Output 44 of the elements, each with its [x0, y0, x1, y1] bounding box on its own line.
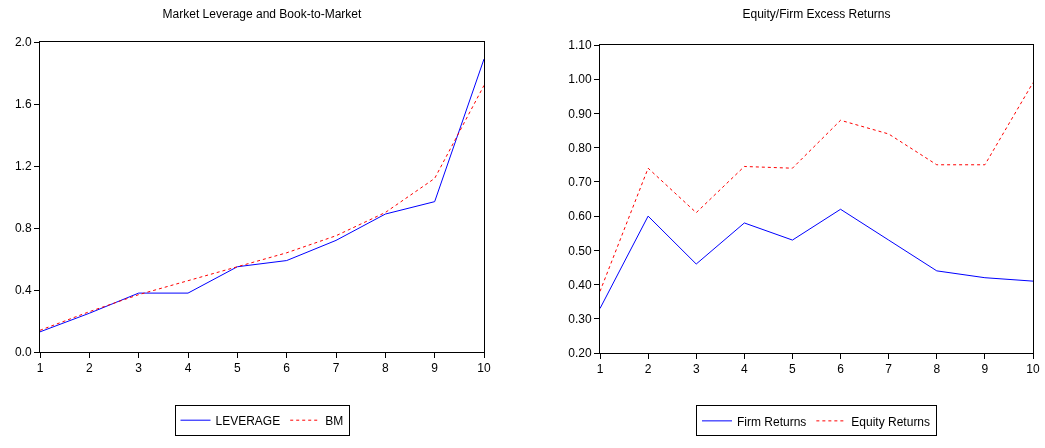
x-tick-label: 4 [184, 361, 192, 376]
x-tick-label: 1 [596, 362, 604, 377]
x-tick-label: 5 [233, 361, 241, 376]
y-tick-label: 0.40 [568, 277, 592, 292]
x-tick-label: 5 [789, 362, 797, 377]
x-tick-label: 6 [837, 362, 845, 377]
y-tick-label: 1.10 [568, 38, 592, 53]
legend-label: Equity Returns [851, 414, 931, 429]
x-tick-label: 9 [431, 361, 439, 376]
x-tick-label: 10 [477, 361, 491, 376]
y-tick-label: 0.80 [568, 140, 592, 155]
legend-label: Firm Returns [737, 414, 807, 429]
y-tick-label: 0.90 [568, 106, 592, 121]
x-tick-label: 6 [283, 361, 291, 376]
y-tick-label: 0.4 [14, 283, 32, 298]
x-tick-label: 7 [885, 362, 893, 377]
legend-label: BM [325, 413, 344, 428]
chart-title: Market Leverage and Book-to-Market [162, 7, 363, 22]
x-tick-label: 3 [692, 362, 700, 377]
chart-title: Equity/Firm Excess Returns [742, 7, 891, 22]
x-tick-label: 2 [85, 361, 93, 376]
y-tick-label: 1.2 [14, 159, 32, 174]
x-tick-label: 4 [740, 362, 748, 377]
x-tick-label: 7 [332, 361, 340, 376]
y-tick-label: 0.0 [14, 345, 32, 360]
y-tick-label: 0.8 [14, 221, 32, 236]
y-tick-label: 2.0 [14, 35, 32, 50]
x-tick-label: 3 [135, 361, 143, 376]
x-tick-label: 9 [981, 362, 989, 377]
line-series [600, 208, 1033, 310]
line-series [600, 82, 1033, 292]
x-tick-label: 8 [381, 361, 389, 376]
legend-label: LEVERAGE [215, 413, 281, 428]
x-tick-label: 8 [933, 362, 941, 377]
y-tick-label: 0.30 [568, 311, 592, 326]
x-tick-label: 2 [644, 362, 652, 377]
x-tick-label: 1 [36, 361, 44, 376]
y-tick-label: 0.20 [568, 346, 592, 361]
y-tick-label: 0.70 [568, 175, 592, 190]
x-tick-label: 10 [1026, 362, 1040, 377]
y-tick-label: 0.50 [568, 243, 592, 258]
y-tick-label: 1.6 [14, 97, 32, 112]
y-tick-label: 1.00 [568, 72, 592, 87]
y-tick-label: 0.60 [568, 209, 592, 224]
